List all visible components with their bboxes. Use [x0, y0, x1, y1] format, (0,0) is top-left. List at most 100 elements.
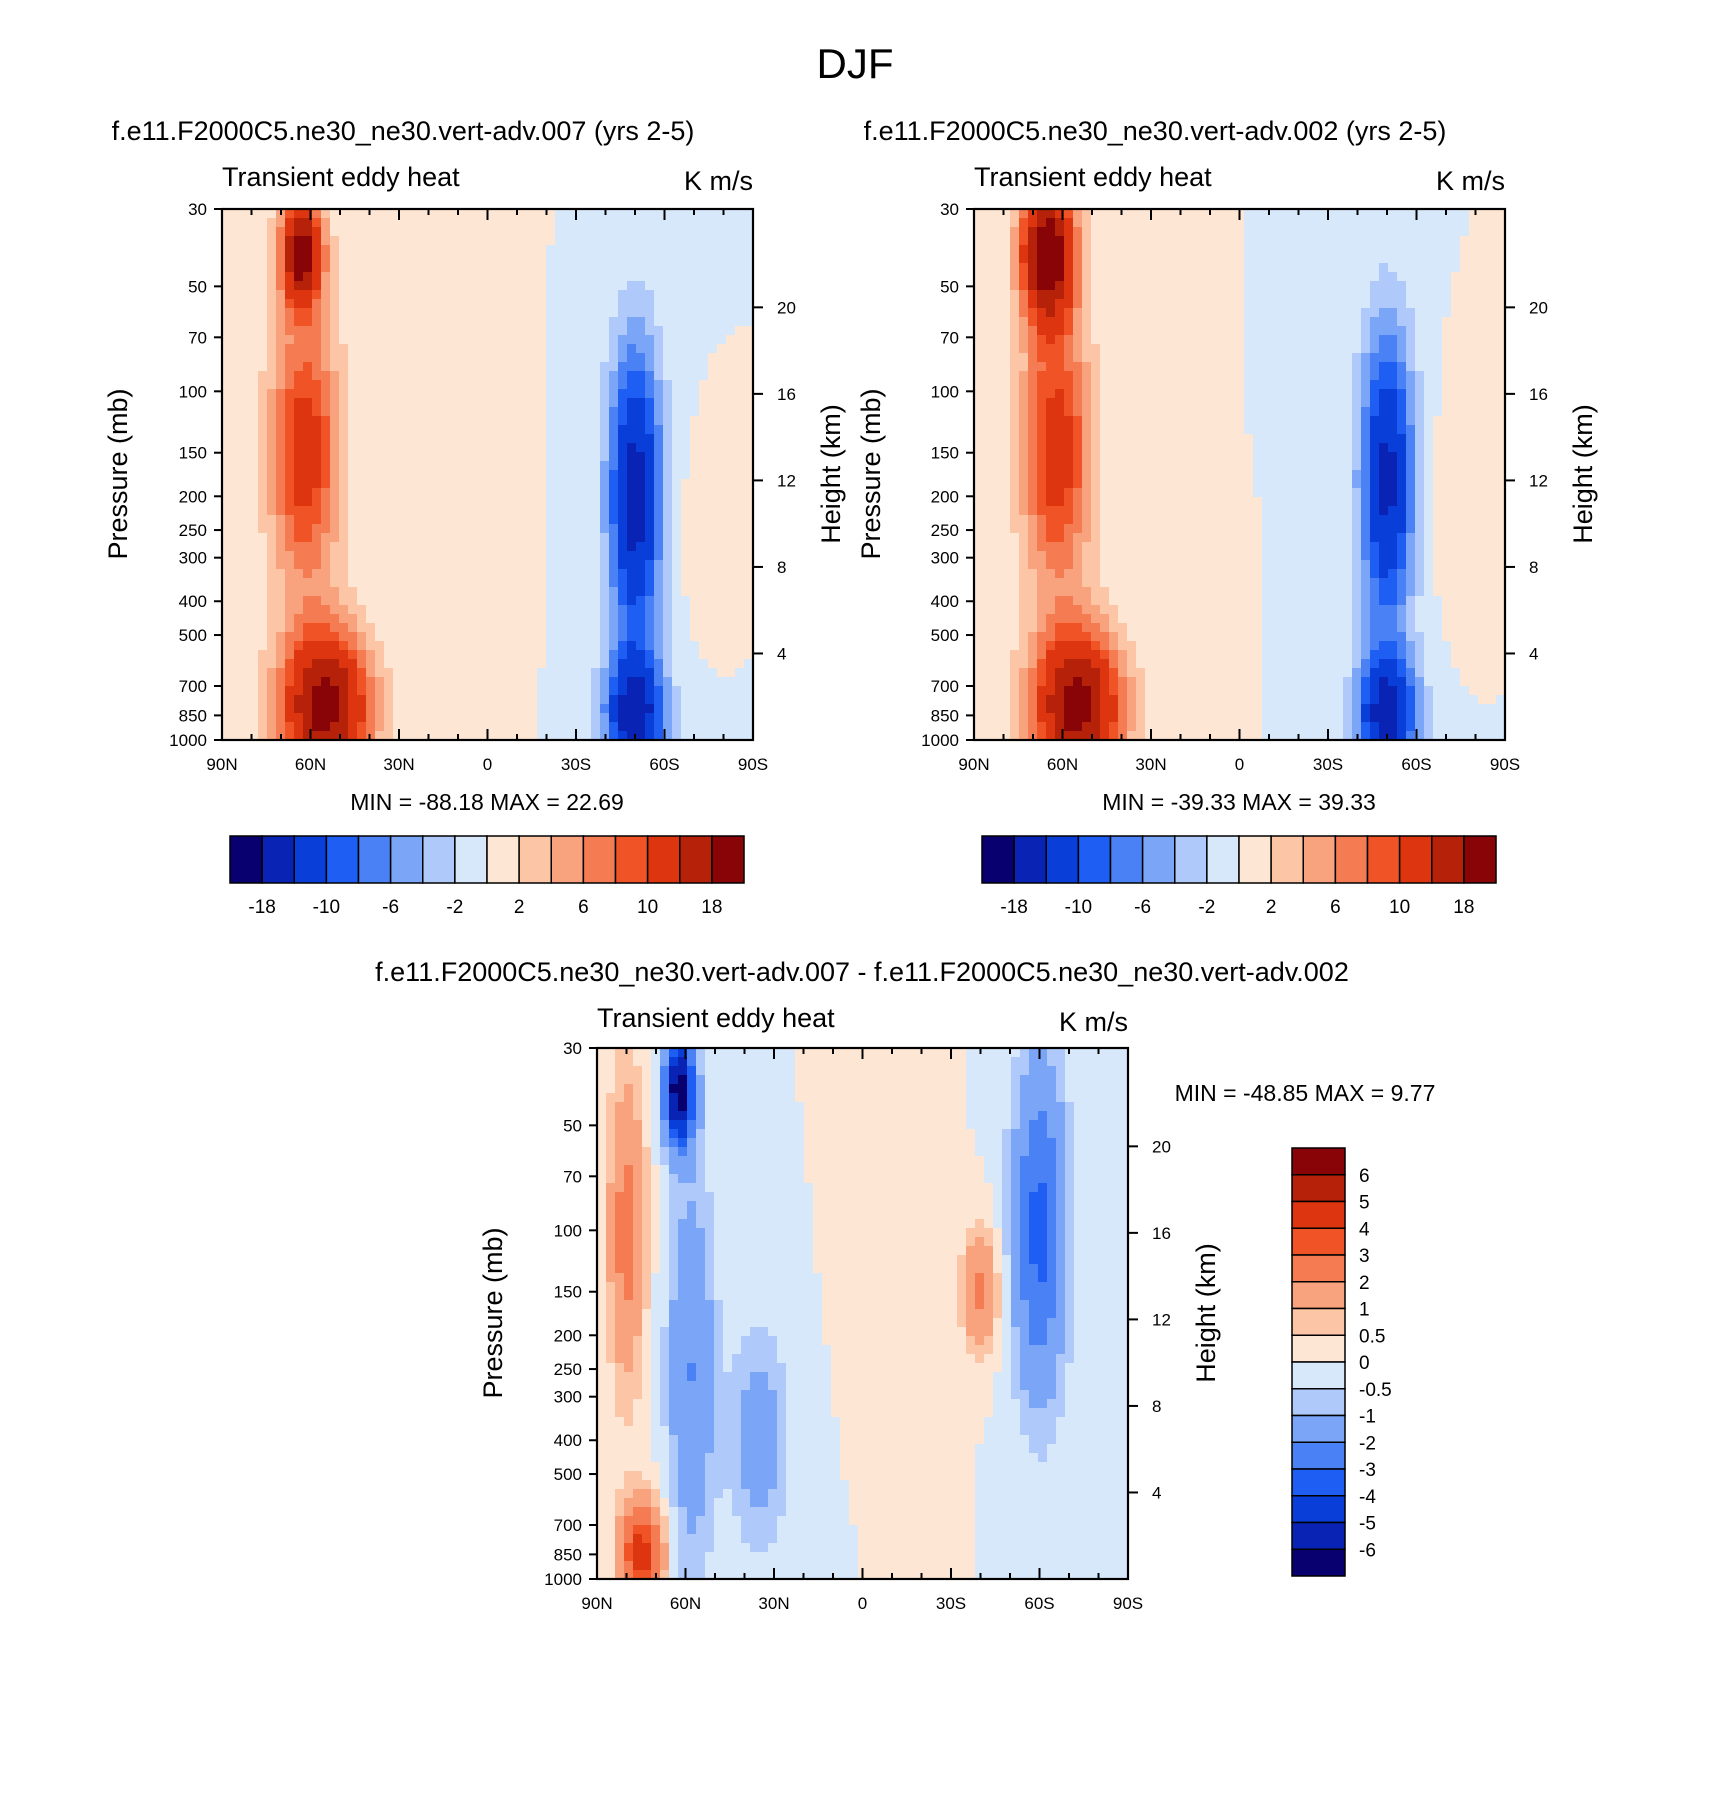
heatmap-cell — [1325, 263, 1335, 273]
heatmap-cell — [357, 596, 367, 606]
heatmap-cell — [645, 533, 655, 543]
heatmap-cell — [1478, 236, 1488, 246]
heatmap-cell — [717, 308, 727, 318]
heatmap-cell — [983, 389, 993, 399]
heatmap-cell — [474, 542, 484, 552]
heatmap-cell — [384, 722, 394, 732]
heatmap-cell — [1262, 272, 1272, 282]
heatmap-cell — [1478, 380, 1488, 390]
heatmap-cell — [339, 407, 349, 417]
heatmap-cell — [393, 659, 403, 669]
heatmap-cell — [564, 506, 574, 516]
heatmap-cell — [321, 695, 331, 705]
heatmap-cell — [1190, 236, 1200, 246]
heatmap-cell — [1136, 326, 1146, 336]
heatmap-cell — [1496, 272, 1506, 282]
heatmap-cell — [519, 488, 529, 498]
heatmap-cell — [276, 263, 286, 273]
heatmap-cell — [618, 506, 628, 516]
heatmap-cell — [483, 713, 493, 723]
heatmap-cell — [546, 254, 556, 264]
heatmap-cell — [744, 353, 754, 363]
heatmap-cell — [276, 254, 286, 264]
heatmap-cell — [375, 218, 385, 228]
heatmap-cell — [744, 245, 754, 255]
heatmap-cell — [974, 326, 984, 336]
heatmap-cell — [735, 497, 745, 507]
heatmap-cell — [1181, 290, 1191, 300]
heatmap-cell — [708, 470, 718, 480]
heatmap-cell — [510, 533, 520, 543]
heatmap-cell — [330, 623, 340, 633]
heatmap-cell — [384, 686, 394, 696]
heatmap-cell — [519, 605, 529, 615]
heatmap-cell — [573, 704, 583, 714]
heatmap-cell — [231, 227, 241, 237]
heatmap-cell — [375, 515, 385, 525]
heatmap-cell — [708, 650, 718, 660]
heatmap-cell — [375, 371, 385, 381]
heatmap-cell — [582, 524, 592, 534]
heatmap-cell — [501, 605, 511, 615]
heatmap-cell — [411, 461, 421, 471]
heatmap-cell — [429, 533, 439, 543]
heatmap-cell — [222, 353, 232, 363]
heatmap-cell — [618, 722, 628, 732]
heatmap-cell — [447, 335, 457, 345]
heatmap-cell — [1271, 326, 1281, 336]
heatmap-cell — [992, 299, 1002, 309]
heatmap-cell — [573, 290, 583, 300]
heatmap-cell — [1244, 209, 1254, 219]
heatmap-cell — [303, 470, 313, 480]
heatmap-cell — [555, 560, 565, 570]
heatmap-cell — [348, 623, 358, 633]
heatmap-cell — [1172, 353, 1182, 363]
heatmap-cell — [1469, 326, 1479, 336]
heatmap-cell — [258, 641, 268, 651]
heatmap-cell — [744, 227, 754, 237]
heatmap-cell — [1334, 380, 1344, 390]
heatmap-cell — [735, 605, 745, 615]
heatmap-cell — [1073, 380, 1083, 390]
heatmap-cell — [411, 695, 421, 705]
heatmap-cell — [1226, 389, 1236, 399]
heatmap-cell — [992, 281, 1002, 291]
heatmap-cell — [1163, 398, 1173, 408]
heatmap-cell — [573, 641, 583, 651]
heatmap-cell — [1010, 416, 1020, 426]
heatmap-cell — [1001, 416, 1011, 426]
heatmap-cell — [1217, 236, 1227, 246]
heatmap-cell — [983, 353, 993, 363]
heatmap-cell — [1109, 263, 1119, 273]
heatmap-cell — [420, 659, 430, 669]
heatmap-cell — [1433, 335, 1443, 345]
heatmap-cell — [1037, 254, 1047, 264]
heatmap-cell — [330, 263, 340, 273]
heatmap-cell — [519, 452, 529, 462]
heatmap-cell — [330, 326, 340, 336]
heatmap-cell — [600, 542, 610, 552]
heatmap-cell — [501, 380, 511, 390]
heatmap-cell — [618, 686, 628, 696]
heatmap-cell — [735, 254, 745, 264]
heatmap-cell — [1046, 362, 1056, 372]
heatmap-cell — [1028, 362, 1038, 372]
heatmap-cell — [465, 281, 475, 291]
heatmap-cell — [654, 335, 664, 345]
heatmap-cell — [267, 695, 277, 705]
heatmap-cell — [402, 290, 412, 300]
heatmap-cell — [573, 560, 583, 570]
heatmap-cell — [1190, 281, 1200, 291]
heatmap-cell — [654, 704, 664, 714]
heatmap-cell — [1181, 272, 1191, 282]
heatmap-cell — [483, 479, 493, 489]
heatmap-cell — [348, 488, 358, 498]
heatmap-cell — [645, 506, 655, 516]
heatmap-cell — [1118, 299, 1128, 309]
heatmap-cell — [1280, 263, 1290, 273]
heatmap-cell — [366, 263, 376, 273]
heatmap-cell — [1262, 281, 1272, 291]
heatmap-cell — [1127, 308, 1137, 318]
heatmap-cell — [438, 668, 448, 678]
heatmap-cell — [609, 470, 619, 480]
